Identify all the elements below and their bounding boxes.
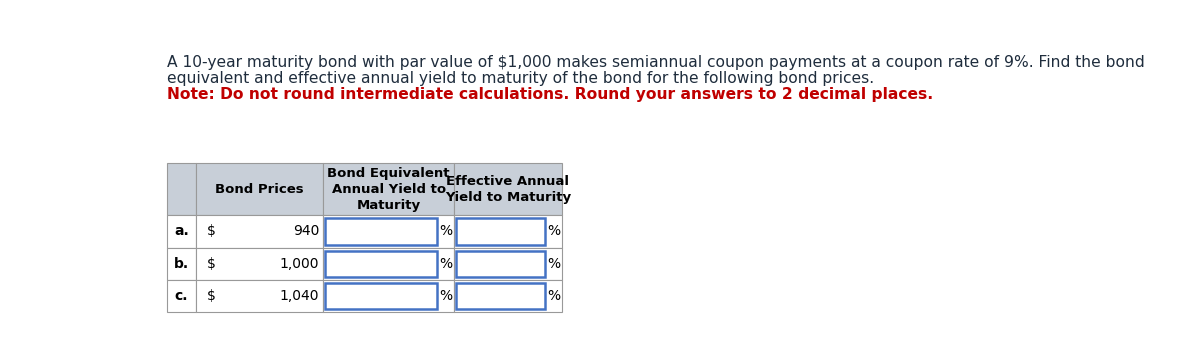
Text: Note: Do not round intermediate calculations. Round your answers to 2 decimal pl: Note: Do not round intermediate calculat… — [167, 87, 934, 102]
Text: 1,040: 1,040 — [280, 289, 319, 303]
Text: %: % — [439, 257, 452, 271]
Bar — [456, 251, 545, 277]
Bar — [325, 251, 437, 277]
Bar — [323, 163, 454, 215]
Bar — [323, 215, 454, 248]
Bar — [325, 219, 437, 245]
Bar — [196, 215, 323, 248]
Bar — [167, 280, 196, 312]
Bar — [167, 215, 196, 248]
Bar — [454, 280, 562, 312]
Text: Effective Annual
Yield to Maturity: Effective Annual Yield to Maturity — [445, 175, 571, 204]
Bar — [196, 280, 323, 312]
Text: %: % — [439, 289, 452, 303]
Text: b.: b. — [174, 257, 190, 271]
Bar — [167, 163, 196, 215]
Bar — [325, 283, 437, 309]
Bar — [454, 248, 562, 280]
Text: %: % — [547, 257, 560, 271]
Text: c.: c. — [175, 289, 188, 303]
Text: %: % — [439, 224, 452, 238]
Text: %: % — [547, 224, 560, 238]
Text: $: $ — [206, 224, 216, 238]
Text: $: $ — [206, 257, 216, 271]
Text: $: $ — [206, 289, 216, 303]
Text: equivalent and effective annual yield to maturity of the bond for the following : equivalent and effective annual yield to… — [167, 71, 874, 86]
Text: Bond Equivalent
Annual Yield to
Maturity: Bond Equivalent Annual Yield to Maturity — [328, 167, 450, 212]
Text: Bond Prices: Bond Prices — [215, 183, 304, 196]
Bar — [456, 219, 545, 245]
Text: 1,000: 1,000 — [280, 257, 319, 271]
Bar — [456, 283, 545, 309]
Text: a.: a. — [174, 224, 188, 238]
Text: 940: 940 — [293, 224, 319, 238]
Bar — [323, 280, 454, 312]
Bar — [454, 215, 562, 248]
Text: A 10-year maturity bond with par value of $1,000 makes semiannual coupon payment: A 10-year maturity bond with par value o… — [167, 55, 1145, 70]
Bar — [196, 163, 323, 215]
Bar — [454, 163, 562, 215]
Bar — [323, 248, 454, 280]
Bar — [167, 248, 196, 280]
Bar — [196, 248, 323, 280]
Text: %: % — [547, 289, 560, 303]
